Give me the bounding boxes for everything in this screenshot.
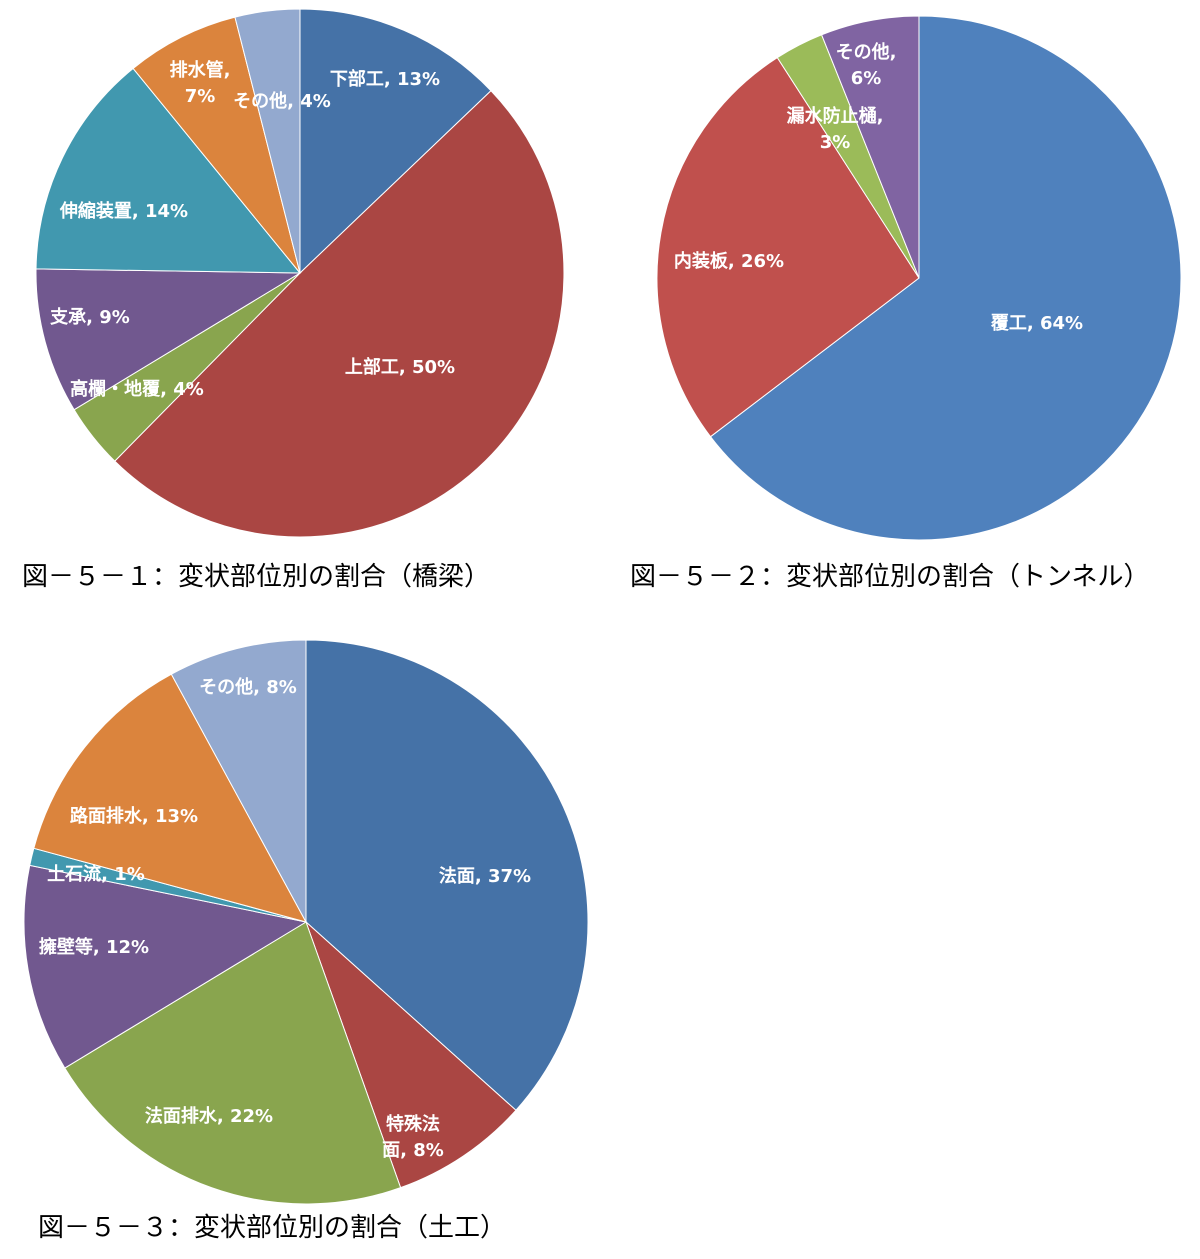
slice-label-slope-drainage: 法面排水, 22% bbox=[145, 1105, 273, 1127]
label-line-2: 面, 8% bbox=[382, 1140, 444, 1161]
slice-label-other: その他, 8% bbox=[199, 676, 297, 698]
slice-label-bearing: 支承, 9% bbox=[49, 306, 130, 328]
chart-tunnel: 覆工, 64% 内装板, 26% 漏水防止樋, 3% その他, 6% 図－５－２：変… bbox=[630, 15, 1182, 592]
pie-slices-earthwork bbox=[23, 639, 589, 1205]
pie-slices-bridge bbox=[35, 8, 565, 538]
pie-slice-2-2 bbox=[64, 921, 402, 1205]
slice-label-slope: 法面, 37% bbox=[439, 865, 531, 887]
label-line-2: 6% bbox=[851, 68, 882, 89]
pie-slice-0-6 bbox=[234, 8, 301, 274]
pie-slice-2-1 bbox=[305, 921, 517, 1189]
pie-slice-2-5 bbox=[33, 673, 307, 923]
label-line-1: 特殊法 bbox=[386, 1113, 440, 1135]
pie-slice-1-0 bbox=[709, 15, 1182, 541]
slice-label-superstructure: 上部工, 50% bbox=[345, 356, 455, 378]
label-line-1: 漏水防止樋, bbox=[787, 105, 884, 127]
slice-label-retaining-wall: 擁壁等, 12% bbox=[39, 936, 149, 958]
slice-label-special-slope: 特殊法面, 8% bbox=[382, 1113, 444, 1161]
pie-slice-0-3 bbox=[35, 268, 302, 411]
chart-earthwork: 法面, 37% 特殊法面, 8% 法面排水, 22% 擁壁等, 12% 土石流,… bbox=[23, 639, 589, 1243]
pie-slice-2-6 bbox=[170, 639, 307, 923]
pie-slice-0-1 bbox=[114, 90, 565, 538]
caption-bridge: 図－５－１：変状部位別の割合（橋梁） bbox=[22, 562, 490, 592]
slice-label-lining: 覆工, 64% bbox=[991, 313, 1083, 334]
pie-slice-2-0 bbox=[305, 639, 589, 1111]
chart-bridge: 下部工, 13% 上部工, 50% 高欄・地覆, 4% 支承, 9% 伸縮装置,… bbox=[22, 8, 565, 592]
slice-label-road-drainage: 路面排水, 13% bbox=[70, 805, 198, 827]
pie-slice-2-3 bbox=[23, 864, 308, 1069]
slice-label-drain-pipe: 排水管, 7% bbox=[170, 59, 231, 107]
slice-label-railing: 高欄・地覆, 4% bbox=[70, 378, 204, 400]
slice-label-debris-flow: 土石流, 1% bbox=[47, 863, 145, 885]
pie-slice-1-1 bbox=[656, 56, 920, 438]
label-line-2: 3% bbox=[820, 132, 851, 153]
caption-tunnel: 図－５－２：変状部位別の割合（トンネル） bbox=[630, 562, 1149, 592]
label-line-1: 排水管, bbox=[170, 59, 231, 81]
pie-slices-tunnel bbox=[656, 15, 1182, 541]
slice-label-substructure: 下部工, 13% bbox=[330, 68, 440, 90]
label-line-2: 7% bbox=[185, 86, 216, 107]
pie-slice-1-3 bbox=[820, 15, 920, 279]
caption-earthwork: 図－５－３：変状部位別の割合（土工） bbox=[38, 1213, 506, 1243]
slice-label-leak-gutter: 漏水防止樋, 3% bbox=[787, 105, 884, 153]
slice-label-other: その他, 6% bbox=[836, 41, 897, 89]
slice-label-interior-panel: 内装板, 26% bbox=[674, 250, 784, 272]
pie-slice-0-5 bbox=[132, 16, 301, 274]
slice-label-expansion-joint: 伸縮装置, 14% bbox=[59, 200, 188, 222]
pie-slice-0-0 bbox=[299, 8, 492, 275]
slice-label-other: その他, 4% bbox=[233, 90, 331, 112]
label-line-1: その他, bbox=[836, 41, 897, 63]
pie-slice-0-4 bbox=[35, 67, 302, 274]
